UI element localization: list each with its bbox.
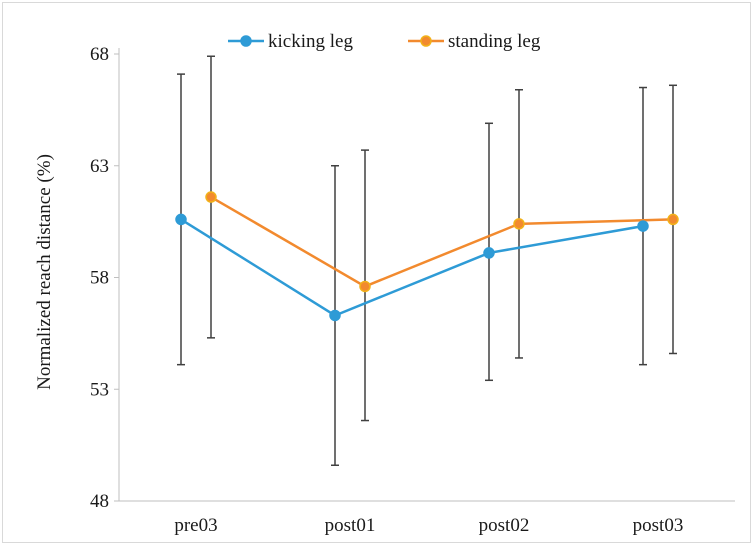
tick-labels: 48 53 58 63 68 pre03 post01 post02 post03 <box>90 44 683 536</box>
y-tick-label: 48 <box>90 491 109 512</box>
x-tick-label: post03 <box>633 515 684 536</box>
legend: kicking leg standing leg <box>228 31 541 52</box>
y-tick-label: 53 <box>90 379 109 400</box>
data-point <box>359 280 371 293</box>
x-tick-label: post02 <box>479 515 530 536</box>
y-tick-label: 68 <box>90 44 109 65</box>
legend-label: kicking leg <box>268 31 353 52</box>
axes <box>114 48 735 502</box>
legend-label: standing leg <box>448 31 541 52</box>
y-axis-label: Normalized reach distance (%) <box>34 154 55 390</box>
data-point <box>175 213 187 226</box>
series-line <box>210 195 674 288</box>
data-point <box>205 191 217 203</box>
series-line <box>180 218 644 317</box>
data-point <box>667 213 679 226</box>
data-point <box>329 309 341 322</box>
data-point <box>483 247 495 259</box>
legend-marker <box>420 35 432 47</box>
series-points <box>175 191 679 322</box>
legend-marker <box>240 35 252 47</box>
y-tick-label: 58 <box>90 268 109 289</box>
y-tick-label: 63 <box>90 156 109 177</box>
data-point <box>513 218 525 230</box>
series-lines <box>180 195 674 317</box>
x-tick-label: pre03 <box>174 515 217 536</box>
data-point <box>637 220 649 232</box>
x-tick-label: post01 <box>325 515 376 536</box>
